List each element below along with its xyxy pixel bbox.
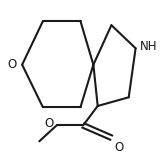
- Text: NH: NH: [140, 40, 157, 53]
- Text: O: O: [7, 58, 16, 71]
- Text: O: O: [45, 117, 54, 130]
- Text: O: O: [114, 141, 123, 154]
